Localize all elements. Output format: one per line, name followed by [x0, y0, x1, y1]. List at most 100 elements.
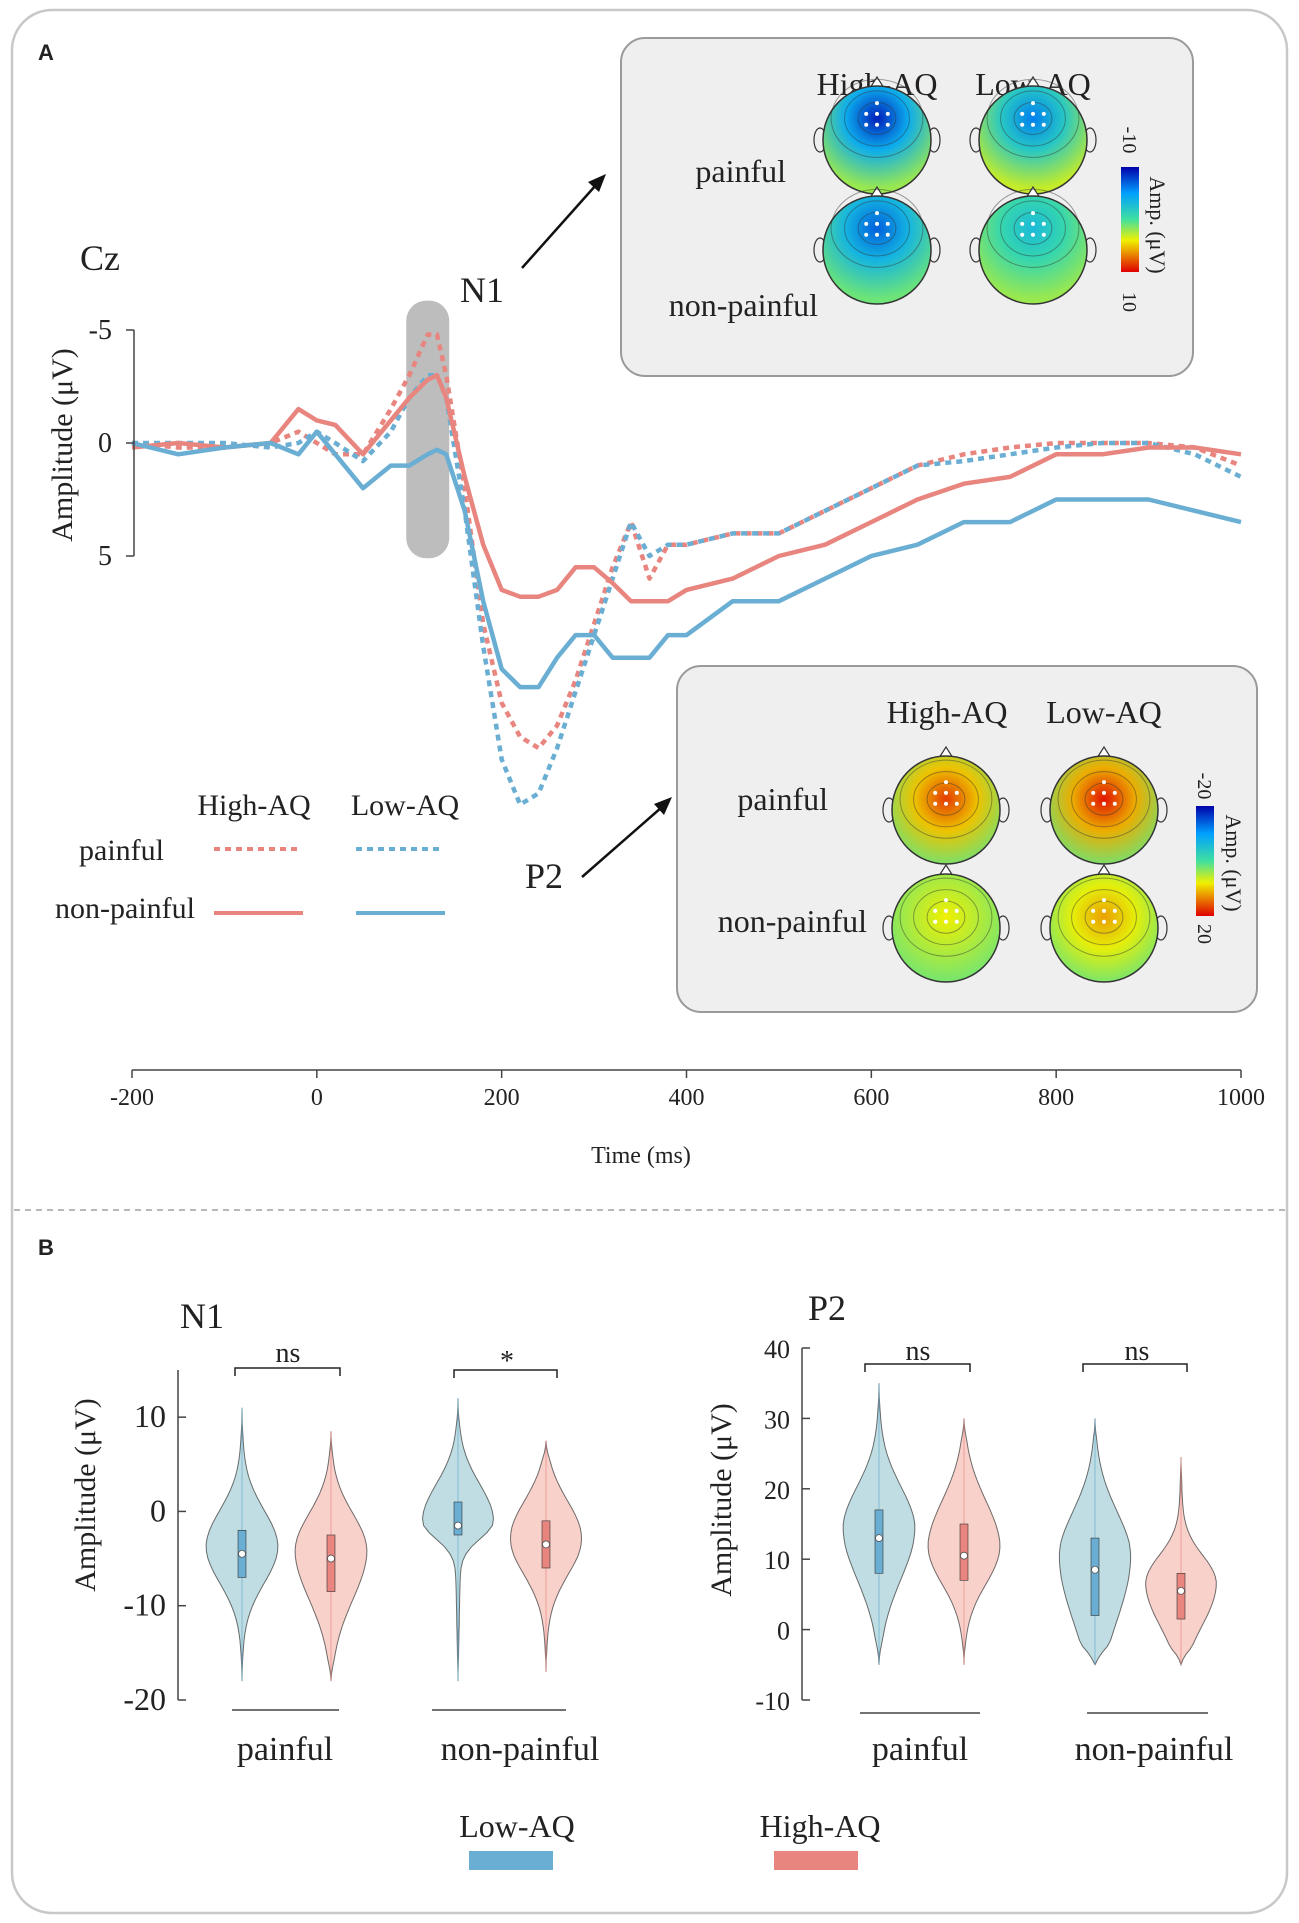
n1-sig-nonpainful: * — [500, 1346, 514, 1377]
violin-iqr-box — [453, 1501, 463, 1536]
topomap-head — [969, 185, 1097, 305]
electrode — [1020, 111, 1025, 116]
electrode — [1102, 919, 1106, 924]
erp-series-high-aq-painful — [131, 332, 1242, 751]
contour-line — [1057, 877, 1151, 957]
electrode — [1031, 111, 1035, 116]
topomap-head — [813, 75, 941, 195]
n1-violin-title: N1 — [180, 1296, 224, 1336]
scalp — [1049, 755, 1159, 865]
violin-median — [1177, 1586, 1185, 1595]
violin-iqr-box — [1176, 1572, 1186, 1620]
violin-y-tick-label: 0 — [150, 1492, 166, 1528]
electrode — [1091, 790, 1096, 795]
electrode — [1091, 908, 1096, 913]
electrode — [1041, 122, 1046, 127]
topomap-head — [882, 863, 1010, 983]
erp-x-tick-label: 1000 — [1217, 1085, 1265, 1111]
p2-col-header-high: High-AQ — [887, 694, 1008, 730]
p2-sig-nonpainful: ns — [1125, 1336, 1150, 1367]
significance-bracket — [234, 1367, 341, 1376]
electrode — [944, 898, 948, 903]
contour-line — [844, 90, 910, 147]
p2-colorbar — [1196, 806, 1214, 916]
scalp — [978, 195, 1088, 305]
violin-y-tick-label: 10 — [134, 1398, 166, 1434]
n1-component-label: N1 — [460, 270, 504, 310]
electrode — [1112, 801, 1117, 806]
electrode — [1112, 790, 1117, 795]
legend-col-low: Low-AQ — [351, 789, 460, 822]
erp-x-tick-label: 0 — [311, 1085, 323, 1111]
legend-low-aq-label: Low-AQ — [459, 1808, 575, 1844]
p2-category-nonpainful: non-painful — [1075, 1731, 1234, 1768]
significance-bracket — [1082, 1363, 1188, 1372]
erp-y-tick-label: 0 — [98, 428, 112, 459]
erp-x-axis: -200 0 200 400 600 800 1000 — [110, 1069, 1265, 1111]
electrode — [1102, 898, 1106, 903]
violin-y-tick-label: -10 — [755, 1687, 790, 1716]
electrode — [885, 221, 890, 226]
n1-colorbar — [1121, 167, 1139, 272]
electrode — [944, 790, 948, 795]
erp-y-axis: -5 0 5 — [89, 315, 135, 572]
violin-iqr-box — [326, 1534, 336, 1592]
topomap-head — [813, 185, 941, 305]
electrode — [875, 122, 879, 127]
electrode — [944, 919, 948, 924]
contour-line — [899, 759, 993, 839]
electrode — [1102, 780, 1106, 785]
electrode — [864, 232, 869, 237]
contour-line — [986, 188, 1080, 268]
electrode — [1031, 232, 1035, 237]
electrode — [1020, 232, 1025, 237]
p2-row-label-nonpainful: non-painful — [718, 903, 867, 939]
erp-y-tick-label: -5 — [89, 315, 112, 346]
electrode — [875, 232, 879, 237]
electrode — [933, 790, 938, 795]
time-window-highlight — [406, 300, 450, 559]
n1-colorbar-max: 10 — [1118, 292, 1140, 312]
p2-colorbar-min: -20 — [1193, 773, 1215, 800]
contour-line — [1071, 771, 1137, 828]
electrode — [1041, 232, 1046, 237]
violin-median — [542, 1540, 550, 1549]
p2-violin-title: P2 — [808, 1288, 846, 1328]
electrode — [864, 111, 869, 116]
electrode — [1020, 122, 1025, 127]
electrode — [864, 221, 869, 226]
erp-x-tick-label: -200 — [110, 1085, 154, 1111]
p2-violin-y-label: Amplitude (μV) — [705, 1403, 738, 1597]
scalp — [891, 873, 1001, 983]
electrode — [944, 780, 948, 785]
violin-median — [454, 1521, 462, 1530]
electrode — [1041, 111, 1046, 116]
n1-row-label-painful: painful — [695, 153, 786, 189]
topomap-head — [969, 75, 1097, 195]
n1-violin-plot: N1 Amplitude (μV) painful non-painful ns… — [69, 1296, 599, 1768]
electrode — [885, 111, 890, 116]
electrode — [1031, 101, 1035, 106]
violin-y-tick-label: 20 — [764, 1476, 790, 1505]
n1-colorbar-label: Amp. (μV) — [1145, 176, 1170, 273]
electrode — [875, 221, 879, 226]
erp-legend: High-AQ Low-AQ painful non-painful — [55, 789, 459, 925]
electrode — [1031, 211, 1035, 216]
electrode — [944, 801, 948, 806]
violin-median — [1091, 1565, 1099, 1574]
violin-legend: Low-AQ High-AQ — [459, 1808, 880, 1870]
scalp — [891, 755, 1001, 865]
p2-arrowhead — [654, 797, 672, 815]
electrode — [875, 101, 879, 106]
contour-line — [830, 188, 924, 268]
p2-row-label-painful: painful — [737, 781, 828, 817]
electrode — [954, 919, 959, 924]
electrode — [864, 122, 869, 127]
scalp — [822, 195, 932, 305]
panel-a-label: A — [38, 40, 54, 65]
electrode — [1091, 801, 1096, 806]
electrode — [954, 801, 959, 806]
n1-category-painful: painful — [237, 1731, 333, 1768]
electrode — [933, 801, 938, 806]
electrode — [1031, 122, 1035, 127]
